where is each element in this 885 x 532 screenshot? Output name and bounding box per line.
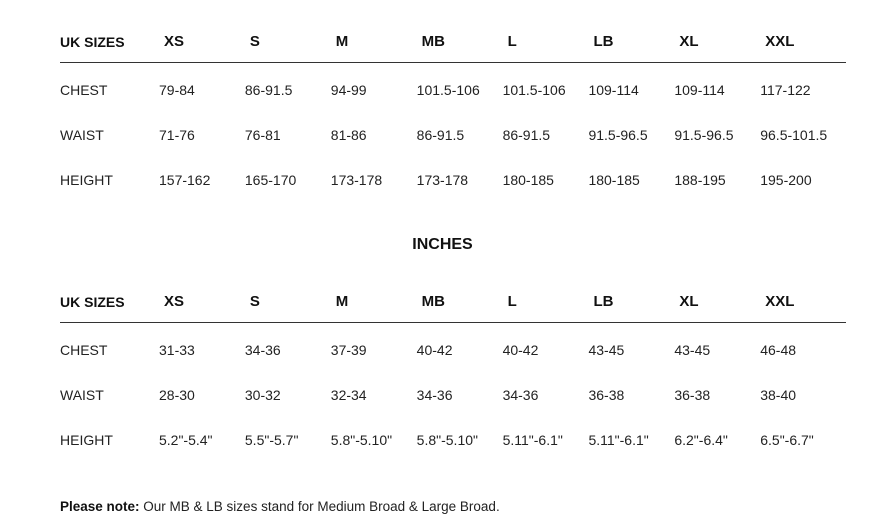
table-cell: 117-122 <box>760 81 811 98</box>
table-cell: 5.8"-5.10" <box>330 431 393 448</box>
table-cell: 71-76 <box>159 126 195 143</box>
header-size-xxl: XXL <box>760 20 847 63</box>
header-size-xl: XL <box>674 20 761 63</box>
header-size-xxl: XXL <box>760 280 847 323</box>
header-size-l: L <box>502 280 589 323</box>
table-cell: 180-185 <box>588 171 640 188</box>
header-size-xs: XS <box>159 280 245 323</box>
table-cell: 38-40 <box>760 386 797 403</box>
table-row-chest: CHEST 31-33 34-36 37-39 40-42 40-42 43-4… <box>60 323 846 373</box>
size-table-inches: UK SIZES XS S M MB L LB XL XXL CHEST 31-… <box>60 280 847 462</box>
table-cell: 34-36 <box>416 386 453 403</box>
table-cell: 195-200 <box>760 171 812 188</box>
table-cell: 79-84 <box>159 81 195 98</box>
table-cell: 40-42 <box>416 341 453 358</box>
note-label: Please note: <box>60 499 140 514</box>
table-cell: 5.11"-6.1" <box>502 431 563 448</box>
table-cell: 34-36 <box>502 386 539 403</box>
header-size-xs: XS <box>159 20 245 63</box>
table-cell: 36-38 <box>588 386 625 403</box>
header-size-lb: LB <box>588 280 675 323</box>
table-cell: 34-36 <box>244 341 281 358</box>
table-cell: 32-34 <box>330 386 367 403</box>
table-cell: 165-170 <box>244 171 297 188</box>
header-size-l: L <box>502 20 589 63</box>
table-row-waist: WAIST 71-76 76-81 81-86 86-91.5 86-91.5 … <box>60 112 846 157</box>
table-cell: 173-178 <box>330 171 383 188</box>
row-label: WAIST <box>60 386 104 403</box>
table-cell: 5.11"-6.1" <box>588 431 649 448</box>
table-cell: 40-42 <box>502 341 539 358</box>
table-header-row: UK SIZES XS S M MB L LB XL XXL <box>60 280 847 323</box>
table-row-height: HEIGHT 5.2"-5.4" 5.5"-5.7" 5.8"-5.10" 5.… <box>60 417 846 462</box>
table-cell: 91.5-96.5 <box>674 126 734 143</box>
header-size-s: S <box>244 280 331 323</box>
table-cell: 109-114 <box>588 81 639 98</box>
table-header-row: UK SIZES XS S M MB L LB XL XXL <box>60 20 847 63</box>
table-cell: 86-91.5 <box>416 126 465 143</box>
table-cell: 30-32 <box>244 386 281 403</box>
table-cell: 5.5"-5.7" <box>244 431 299 448</box>
table-cell: 43-45 <box>674 341 711 358</box>
table-cell: 94-99 <box>330 81 367 98</box>
table-cell: 31-33 <box>159 341 195 358</box>
table-cell: 157-162 <box>159 171 211 188</box>
table-cell: 6.5"-6.7" <box>760 431 814 448</box>
header-size-s: S <box>244 20 331 63</box>
table-cell: 5.2"-5.4" <box>159 431 213 448</box>
table-cell: 37-39 <box>330 341 367 358</box>
row-label: WAIST <box>60 126 104 143</box>
table-cell: 28-30 <box>159 386 195 403</box>
table-row-waist: WAIST 28-30 30-32 32-34 34-36 34-36 36-3… <box>60 372 846 417</box>
table-cell: 86-91.5 <box>502 126 551 143</box>
header-size-lb: LB <box>588 20 675 63</box>
table-cell: 109-114 <box>674 81 725 98</box>
table-cell: 43-45 <box>588 341 625 358</box>
size-table-cm: UK SIZES XS S M MB L LB XL XXL CHEST 79-… <box>60 20 847 202</box>
table-row-height: HEIGHT 157-162 165-170 173-178 173-178 1… <box>60 157 846 202</box>
table-cell: 96.5-101.5 <box>760 126 828 143</box>
header-uk-sizes: UK SIZES <box>60 20 159 63</box>
table-cell: 188-195 <box>674 171 726 188</box>
note-text: Our MB & LB sizes stand for Medium Broad… <box>139 499 500 514</box>
row-label: HEIGHT <box>60 171 113 188</box>
table-cell: 81-86 <box>330 126 367 143</box>
table-row-chest: CHEST 79-84 86-91.5 94-99 101.5-106 101.… <box>60 63 846 113</box>
table-cell: 36-38 <box>674 386 711 403</box>
table-cell: 180-185 <box>502 171 554 188</box>
table-cell: 86-91.5 <box>244 81 293 98</box>
header-size-m: M <box>330 20 417 63</box>
header-size-mb: MB <box>416 280 503 323</box>
header-size-m: M <box>330 280 417 323</box>
table-cell: 5.8"-5.10" <box>416 431 478 448</box>
header-size-xl: XL <box>674 280 761 323</box>
table-cell: 101.5-106 <box>502 81 566 98</box>
table-cell: 76-81 <box>244 126 281 143</box>
header-size-mb: MB <box>416 20 503 63</box>
size-note: Please note: Our MB & LB sizes stand for… <box>60 499 500 514</box>
table-cell: 46-48 <box>760 341 797 358</box>
table-cell: 6.2"-6.4" <box>674 431 728 448</box>
header-uk-sizes: UK SIZES <box>60 280 159 323</box>
row-label: CHEST <box>60 341 108 358</box>
table-cell: 91.5-96.5 <box>588 126 648 143</box>
row-label: HEIGHT <box>60 431 113 448</box>
section-title-inches: INCHES <box>412 236 473 253</box>
table-cell: 101.5-106 <box>416 81 480 98</box>
table-cell: 173-178 <box>416 171 469 188</box>
row-label: CHEST <box>60 81 108 98</box>
